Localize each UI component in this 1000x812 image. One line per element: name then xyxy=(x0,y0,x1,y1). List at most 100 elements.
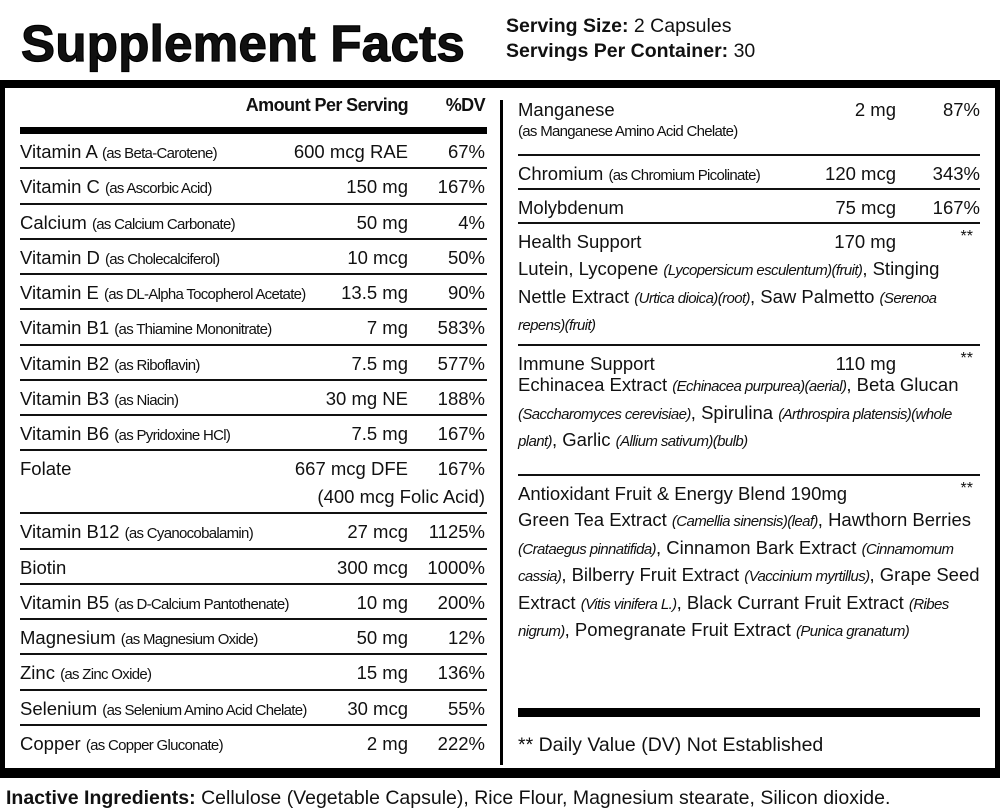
amount-per-serving-header: Amount Per Serving xyxy=(245,95,409,115)
nutrient-dv: 136% xyxy=(437,662,485,684)
mineral-name: Molybdenum xyxy=(518,197,624,219)
mineral-row: Chromium (as Chromium Picolinate) 120 mcg… xyxy=(518,156,980,190)
mineral-row: Molybdenum 75 mcg 167% xyxy=(518,190,980,224)
nutrient-name: Biotin xyxy=(20,557,66,579)
nutrient-name: Vitamin B2 (as Riboflavin) xyxy=(20,353,200,375)
ingredient-text: Green Tea Extract xyxy=(518,509,672,530)
nutrient-name-text: Selenium xyxy=(20,697,98,719)
nutrient-amount: 50 mg xyxy=(356,627,408,648)
nutrient-row: Vitamin B6 (as Pyridoxine HCl) 7.5 mg 167% xyxy=(20,416,487,452)
botanical-name: (Urtica dioica)(root) xyxy=(634,289,750,307)
blend-ingredients: Green Tea Extract (Camellia sinensis)(le… xyxy=(518,507,980,645)
nutrient-dv: 583% xyxy=(437,317,485,339)
blend-row: Immune Support 110 mg ** Echinacea Extract … xyxy=(518,346,980,476)
minerals-blends-column: Manganese (as Manganese Amino Acid Chelat… xyxy=(518,92,980,708)
mineral-name: Chromium (as Chromium Picolinate) xyxy=(518,163,761,185)
vitamins-column: Amount Per Serving %DV Vitamin A (as Bet… xyxy=(20,90,487,761)
nutrient-dv: 90% xyxy=(447,282,485,303)
nutrient-amount: 10 mcg xyxy=(347,246,408,268)
nutrient-dv: 188% xyxy=(437,387,485,409)
nutrient-name-text: Copper xyxy=(20,732,81,754)
nutrient-name: Vitamin B1 (as Thiamine Mononitrate) xyxy=(20,317,272,339)
ingredient-text: Echinacea Extract xyxy=(518,374,673,395)
dv-header: %DV xyxy=(445,95,486,115)
nutrient-row: Biotin 300 mcg 1000% xyxy=(20,550,487,585)
botanical-name: (Vitis vinifera L.) xyxy=(580,595,677,613)
nutrient-source: (as Zinc Oxide) xyxy=(60,666,152,684)
column-divider xyxy=(500,100,503,765)
mineral-dv: 343% xyxy=(932,163,980,184)
ingredient-text: , xyxy=(862,258,868,279)
nutrient-name: Copper (as Copper Gluconate) xyxy=(20,732,224,755)
nutrient-amount: 27 mcg xyxy=(347,521,408,543)
nutrient-name-text: Zinc xyxy=(20,662,55,684)
nutrient-list: Vitamin A (as Beta-Carotene) 600 mcg RAE 6… xyxy=(20,134,487,761)
mineral-name-text: Molybdenum xyxy=(518,197,624,218)
servings-per-container-value: 30 xyxy=(733,40,756,62)
nutrient-source: (as Selenium Amino Acid Chelate) xyxy=(102,701,307,719)
nutrient-amount: 10 mg xyxy=(356,591,408,613)
nutrient-dv: 577% xyxy=(437,352,485,374)
nutrient-amount: 50 mg xyxy=(356,211,408,233)
nutrient-row: Vitamin C (as Ascorbic Acid) 150 mg 167% xyxy=(20,169,487,205)
blend-name: Antioxidant Fruit & Energy Blend 190mg xyxy=(518,483,848,504)
nutrient-amount: 7.5 mg xyxy=(351,352,408,374)
botanical-name: (Camellia sinensis)(leaf) xyxy=(671,513,818,530)
ingredient-text: , Saw Palmetto xyxy=(749,285,880,307)
nutrient-name-text: Magnesium xyxy=(20,627,116,648)
ingredient-text: Lutein, Lycopene xyxy=(518,258,664,279)
nutrient-name: Vitamin B12 (as Cyanocobalamin) xyxy=(20,521,254,543)
nutrient-name-text: Vitamin A xyxy=(20,141,97,162)
nutrient-source: (as D-Calcium Pantothenate) xyxy=(114,595,289,613)
mineral-source: (as Manganese Amino Acid Chelate) xyxy=(518,123,738,140)
nutrient-dv: 50% xyxy=(447,246,485,268)
mineral-dv: 87% xyxy=(942,99,980,120)
nutrient-dv: 1000% xyxy=(427,556,485,578)
mineral-name-text: Manganese xyxy=(518,99,615,120)
nutrient-source: (as Cholecalciferol) xyxy=(105,250,220,268)
nutrient-dv: 200% xyxy=(437,591,485,613)
botanical-name: (Crataegus pinnatifida) xyxy=(518,540,657,558)
nutrient-amount: 15 mg xyxy=(356,662,408,684)
nutrient-dv: 55% xyxy=(447,697,485,719)
nutrient-name: Selenium (as Selenium Amino Acid Chelate… xyxy=(20,698,307,720)
serving-size-value: 2 Capsules xyxy=(633,15,732,37)
serving-size-label: Serving Size: xyxy=(506,15,629,37)
nutrient-name-text: Vitamin B1 xyxy=(20,317,110,339)
nutrient-dv: 167% xyxy=(437,458,485,480)
mineral-dv: 167% xyxy=(932,197,980,218)
blend-name: Immune Support xyxy=(518,353,655,374)
nutrient-source: (as Pyridoxine HCl) xyxy=(114,427,231,444)
nutrient-amount: 30 mcg xyxy=(347,697,408,719)
nutrient-row: Vitamin B2 (as Riboflavin) 7.5 mg 577% xyxy=(20,346,487,381)
nutrient-source: (as Cyanocobalamin) xyxy=(124,525,254,543)
inactive-ingredients-label: Inactive Ingredients: xyxy=(6,787,196,809)
serving-size: Serving Size: 2 Capsules xyxy=(506,14,755,39)
serving-info: Serving Size: 2 Capsules Servings Per Co… xyxy=(506,14,755,64)
botanical-name: (Punica granatum) xyxy=(796,623,910,640)
nutrient-name: Vitamin A (as Beta-Carotene) xyxy=(20,141,218,163)
nutrient-amount: 2 mg xyxy=(366,732,408,754)
nutrient-dv: 67% xyxy=(447,141,485,162)
blend-amount: 110 mg xyxy=(835,353,896,374)
mineral-amount: 2 mg xyxy=(854,99,896,120)
nutrient-dv: 167% xyxy=(437,423,485,444)
botanical-name: (Cinnamomum cassia) xyxy=(518,540,954,586)
ingredient-text: , Beta Glucan xyxy=(846,374,959,395)
nutrient-amount-note: (400 mcg Folic Acid) xyxy=(317,486,485,508)
nutrient-name: Folate xyxy=(20,458,71,480)
blend-dv: ** xyxy=(960,350,973,367)
nutrient-amount: 600 mcg RAE xyxy=(293,141,408,162)
mineral-row: Manganese (as Manganese Amino Acid Chelat… xyxy=(518,92,980,156)
nutrient-row: Calcium (as Calcium Carbonate) 50 mg 4% xyxy=(20,205,487,240)
blend-ingredients: Echinacea Extract (Echinacea purpurea)(a… xyxy=(518,372,980,455)
botanical-name: (Echinacea purpurea)(aerial) xyxy=(672,378,847,395)
nutrient-source: (as Beta-Carotene) xyxy=(101,145,218,162)
header-rule xyxy=(20,127,487,134)
nutrient-amount: 150 mg xyxy=(346,176,408,198)
botanical-name: (Arthrospira platensis)(whole plant) xyxy=(518,405,952,451)
nutrient-row: Vitamin B12 (as Cyanocobalamin) 27 mcg 112… xyxy=(20,514,487,550)
nutrient-name: Vitamin D (as Cholecalciferol) xyxy=(20,247,220,269)
nutrient-row: Vitamin B1 (as Thiamine Mononitrate) 7 mg… xyxy=(20,310,487,346)
nutrient-source: (as Ascorbic Acid) xyxy=(105,180,212,198)
